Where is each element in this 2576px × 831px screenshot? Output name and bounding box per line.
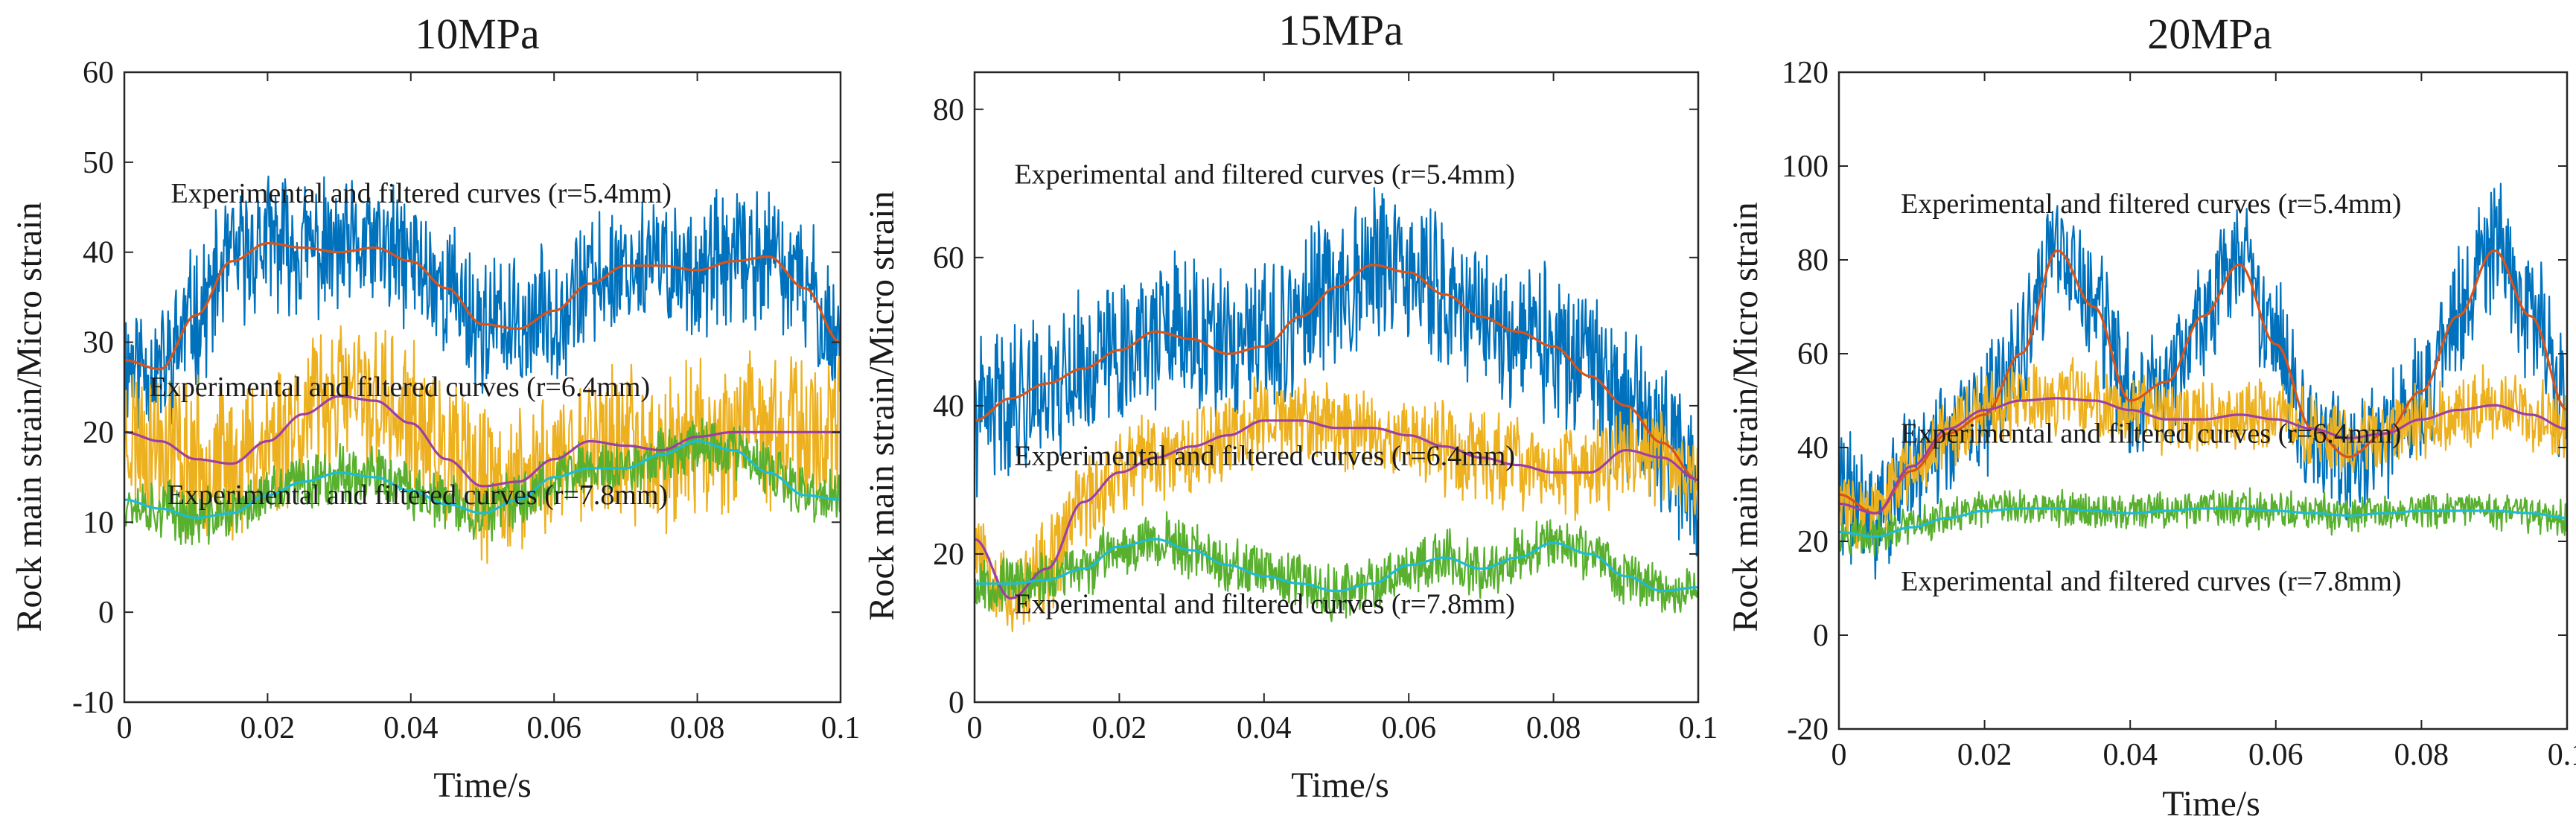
series-line-5-filtered — [1839, 507, 2567, 538]
series-line-3-filtered — [975, 419, 1698, 600]
series-line-0-experimental — [975, 187, 1698, 557]
series-group — [1839, 182, 2567, 580]
y-tick-label: 80 — [933, 93, 964, 127]
chart-panel-10mpa: 10MPa Rock main strain/Micro strain Time… — [10, 10, 860, 805]
series-line-1-filtered — [975, 264, 1698, 481]
y-tick-label: 40 — [933, 389, 964, 424]
series-line-5-filtered — [975, 538, 1698, 593]
x-tick-label: 0.06 — [1381, 711, 1436, 745]
series-line-2-experimental — [975, 376, 1698, 632]
x-tick-label: 0.08 — [1526, 711, 1581, 745]
series-line-0-experimental — [1839, 182, 2567, 580]
plot-area: 0 0.02 0.04 0.06 0.08 0.1-100102030405060Expe… — [72, 56, 860, 745]
chart-title: 20MPa — [2147, 10, 2272, 58]
y-tick-label: -20 — [1787, 713, 1829, 747]
y-axis-label: Rock main strain/Micro strain — [10, 202, 49, 631]
chart-title: 10MPa — [415, 10, 540, 58]
curve-annotation: Experimental and filtered curves (r=7.8m… — [1901, 566, 2401, 597]
y-tick-label: 30 — [83, 326, 114, 360]
curve-annotation: Experimental and filtered curves (r=5.4m… — [1014, 159, 1514, 190]
x-tick-label: 0 — [117, 711, 133, 745]
curve-annotation: Experimental and filtered curves (r=7.8m… — [168, 480, 668, 511]
series-group — [124, 175, 841, 564]
series-line-3-filtered — [1839, 397, 2567, 515]
series-line-3-filtered — [124, 395, 841, 488]
x-tick-label: 0.08 — [670, 711, 725, 745]
y-tick-label: 100 — [1782, 150, 1829, 184]
y-tick-label: 80 — [1797, 243, 1829, 278]
curve-annotation: Experimental and filtered curves (r=6.4m… — [150, 372, 650, 403]
curve-annotation: Experimental and filtered curves (r=5.4m… — [171, 178, 672, 209]
y-tick-label: 20 — [83, 416, 114, 450]
plot-area: 00.020.040.060.080.1-20020406080100120Ex… — [1782, 56, 2576, 772]
x-tick-label: 0.02 — [240, 711, 296, 745]
x-axis-label: Time/s — [1291, 765, 1389, 805]
curve-annotation: Experimental and filtered curves (r=7.8m… — [1014, 589, 1514, 620]
x-tick-label: 0.06 — [2248, 738, 2304, 772]
x-tick-label: 0.1 — [821, 711, 861, 745]
series-line-5-filtered — [124, 439, 841, 519]
y-tick-label: 60 — [83, 56, 114, 90]
series-line-2-experimental — [1839, 357, 2567, 550]
axes-frame — [973, 71, 1700, 704]
y-tick-label: 40 — [83, 236, 114, 270]
y-tick-label: 0 — [98, 596, 114, 630]
y-tick-label: 0 — [949, 686, 964, 720]
y-tick-label: 60 — [933, 241, 964, 276]
series-line-4-experimental — [975, 511, 1698, 623]
series-line-4-experimental — [1839, 487, 2567, 557]
curve-annotation: Experimental and filtered curves (r=6.4m… — [1901, 418, 2401, 450]
x-tick-label: 0.06 — [526, 711, 581, 745]
y-tick-label: 20 — [933, 538, 964, 572]
chart-panel-15mpa: 15MPa Rock main strain/Micro strain Time… — [862, 6, 1718, 805]
y-axis-label: Rock main strain/Micro strain — [862, 191, 902, 620]
y-axis-label: Rock main strain/Micro strain — [1726, 202, 1765, 631]
y-tick-label: 10 — [83, 506, 114, 540]
x-tick-label: 0.08 — [2394, 738, 2449, 772]
chart-panel-20mpa: 20MPa Rock main strain/Micro strain Time… — [1726, 10, 2576, 824]
x-tick-label: 0.02 — [1092, 711, 1147, 745]
y-tick-label: 20 — [1797, 525, 1829, 559]
series-line-1-filtered — [1839, 249, 2567, 515]
x-tick-label: 0.04 — [383, 711, 439, 745]
x-axis-label: Time/s — [433, 765, 532, 805]
x-tick-label: 0 — [1831, 738, 1847, 772]
y-tick-label: 40 — [1797, 431, 1829, 465]
x-tick-label: 0.1 — [2548, 738, 2576, 772]
curve-annotation: Experimental and filtered curves (r=5.4m… — [1901, 188, 2401, 220]
x-tick-label: 0.04 — [2102, 738, 2158, 772]
y-tick-label: -10 — [72, 686, 114, 720]
series-line-1-filtered — [124, 242, 841, 371]
series-line-0-experimental — [124, 175, 841, 430]
x-tick-label: 0.1 — [1679, 711, 1718, 745]
axes-frame — [123, 71, 842, 704]
x-tick-label: 0.04 — [1237, 711, 1292, 745]
x-tick-label: 0 — [967, 711, 983, 745]
plot-area: 0 0.02 0.04 0.06 0.08 0.1 0 20 40 60 80 Experimenta… — [933, 72, 1718, 745]
y-tick-label: 60 — [1797, 337, 1829, 372]
curve-annotation: Experimental and filtered curves (r=6.4m… — [1014, 441, 1514, 472]
x-axis-label: Time/s — [2162, 784, 2260, 824]
axes-frame — [1837, 71, 2569, 730]
y-tick-label: 120 — [1782, 56, 1829, 90]
y-tick-label: 0 — [1813, 619, 1829, 653]
chart-title: 15MPa — [1278, 6, 1403, 54]
y-tick-label: 50 — [83, 146, 114, 180]
series-group — [975, 187, 1698, 632]
x-tick-label: 0.02 — [1957, 738, 2012, 772]
